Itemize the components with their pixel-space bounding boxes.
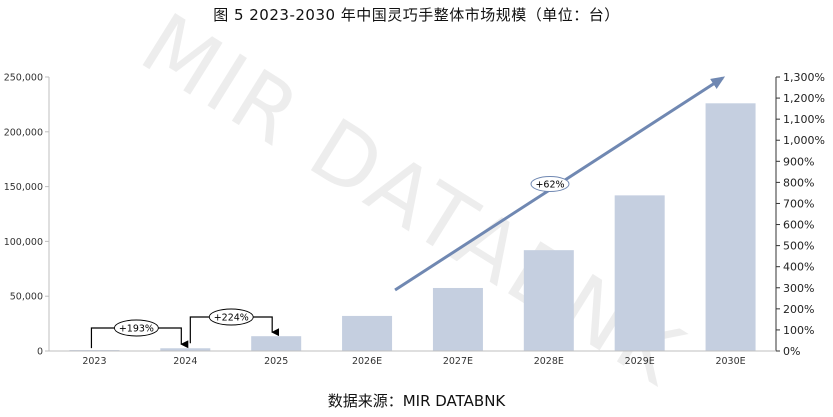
x-tick-label: 2027E <box>443 356 473 367</box>
bar-2028E <box>523 250 574 351</box>
trend-label: +62% <box>535 180 564 191</box>
y-axis-right: 0% 100% 200% 300% 400% 500% 600% 700% 800% 900% 1,… <box>775 71 825 358</box>
y2-tick-label: 1,100% <box>783 113 825 126</box>
y2-tick-label: 1,300% <box>783 71 825 84</box>
x-tick-label: 2025 <box>264 356 288 367</box>
bar-chart: MIR DATABNK 050,000100,000150,000200,000… <box>4 0 825 390</box>
y2-tick-label: 200% <box>783 303 814 316</box>
y-tick-label: 200,000 <box>4 127 43 138</box>
x-tick-label: 2026E <box>352 356 382 367</box>
y2-tick-label: 0% <box>783 345 800 358</box>
y2-tick-label: 400% <box>783 261 814 274</box>
y-tick-label: 150,000 <box>4 182 43 193</box>
bars <box>69 103 756 351</box>
y2-tick-label: 300% <box>783 282 814 295</box>
source-note: 数据来源：MIR DATABNK <box>327 392 506 410</box>
bar-2029E <box>614 195 665 351</box>
y-tick-label: 50,000 <box>10 292 43 303</box>
growth-label: +224% <box>214 313 249 324</box>
growth-badge <box>208 308 254 326</box>
x-tick-label: 2028E <box>534 356 564 367</box>
y2-tick-label: 900% <box>783 155 814 168</box>
y-tick-label: 250,000 <box>4 73 43 84</box>
bar-2026E <box>342 315 393 351</box>
y2-tick-label: 1,000% <box>783 134 825 147</box>
y2-tick-label: 700% <box>783 197 814 210</box>
bar-2024 <box>160 348 211 351</box>
annotations: +193% +224% +62% <box>90 76 726 349</box>
x-tick-label: 2023 <box>82 356 106 367</box>
chart-title: 图 5 2023-2030 年中国灵巧手整体市场规模（单位：台） <box>213 6 620 24</box>
x-tick-label: 2030E <box>715 356 745 367</box>
growth-label: +193% <box>119 324 154 335</box>
y-tick-label: 100,000 <box>4 237 43 248</box>
x-tick-label: 2029E <box>625 356 655 367</box>
growth-badge <box>113 319 159 337</box>
bar-2027E <box>432 287 483 351</box>
y2-tick-label: 1,200% <box>783 92 825 105</box>
bar-2030E <box>705 103 756 351</box>
y2-tick-label: 600% <box>783 219 814 232</box>
bar-2025 <box>251 336 302 351</box>
y2-tick-label: 500% <box>783 240 814 253</box>
y-tick-label: 0 <box>37 347 43 358</box>
y-axis-left: 0 50,000 100,000 150,000 200,000 250,000 <box>4 73 50 358</box>
y2-tick-label: 100% <box>783 324 814 337</box>
trend-badge <box>530 176 570 192</box>
x-tick-label: 2024 <box>173 356 197 367</box>
y2-tick-label: 800% <box>783 176 814 189</box>
x-axis: 2023 2024 2025 2026E 2027E 2028E 2029E 2030E <box>49 350 776 367</box>
